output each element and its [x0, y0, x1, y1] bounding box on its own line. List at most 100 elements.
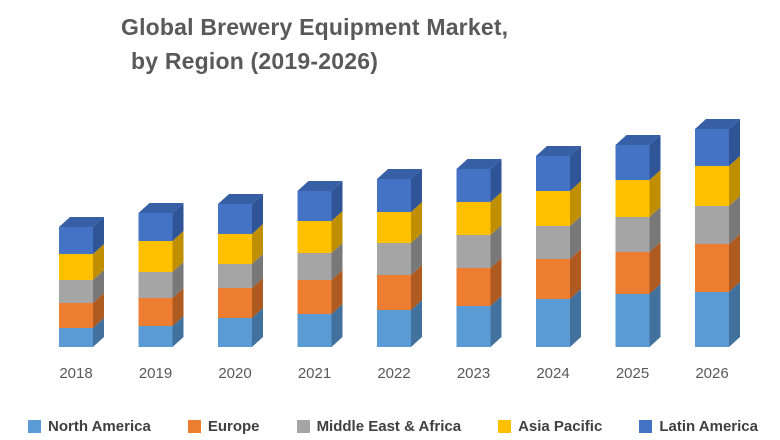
bar-segment-europe — [218, 288, 252, 318]
bar-segment-europe — [695, 244, 729, 292]
bar-segment-side — [93, 318, 104, 347]
bar-segment-north-america — [59, 328, 93, 347]
bar-segment-side — [252, 194, 263, 234]
x-axis-label-2018: 2018 — [59, 365, 93, 382]
legend-label: Europe — [207, 418, 260, 435]
bar-2025 — [615, 135, 661, 347]
bar-segment-side — [93, 270, 104, 303]
bar-segment-latin-america — [695, 129, 729, 166]
legend-marker-icon — [187, 420, 201, 433]
bar-2019 — [138, 203, 184, 347]
bar-2022 — [377, 169, 422, 347]
bar-top-face — [695, 119, 740, 129]
bar-top-face — [218, 194, 263, 204]
legend-marker-icon — [296, 420, 310, 433]
bar-segment-middle-east-africa — [59, 280, 93, 303]
bar-top-face — [456, 159, 502, 169]
bar-top-face — [536, 146, 581, 156]
x-axis-label-2022: 2022 — [377, 365, 411, 382]
bar-top-face — [59, 217, 104, 227]
bar-segment-side — [729, 234, 740, 292]
bar-segment-latin-america — [536, 156, 570, 191]
bar-segment-middle-east-africa — [615, 217, 650, 252]
bar-segment-latin-america — [297, 191, 332, 221]
bar-segment-middle-east-africa — [377, 243, 411, 275]
x-axis-labels: 2018 2019 2020 2021 2022 2023 2024 2025 2026 — [0, 365, 780, 385]
bar-segment-side — [729, 282, 740, 347]
bar-segment-middle-east-africa — [297, 253, 332, 280]
x-axis-label-2024: 2024 — [536, 365, 570, 382]
legend-item-latin-america: Latin America — [639, 418, 758, 435]
bar-segment-side — [411, 202, 422, 243]
bar-segment-side — [490, 296, 502, 347]
bar-segment-side — [331, 304, 343, 347]
bar-segment-asia-pacific — [138, 241, 173, 272]
bar-segment-europe — [377, 275, 411, 310]
legend-marker-icon — [498, 420, 512, 433]
bar-segment-middle-east-africa — [138, 272, 173, 298]
chart-title-line1: Global Brewery Equipment Market, — [121, 14, 509, 40]
legend-label: North America — [48, 418, 151, 435]
bar-segment-asia-pacific — [456, 202, 491, 235]
bar-segment-side — [649, 242, 661, 294]
bar-segment-side — [331, 243, 343, 280]
x-axis-label-2021: 2021 — [297, 365, 332, 382]
bar-segment-side — [411, 233, 422, 275]
bar-segment-europe — [138, 298, 173, 326]
bar-segment-latin-america — [218, 204, 252, 234]
bar-segment-side — [729, 156, 740, 206]
legend-item-europe: Europe — [187, 418, 260, 435]
bar-segment-asia-pacific — [59, 254, 93, 280]
chart-title: Global Brewery Equipment Market, by Regi… — [121, 10, 508, 78]
bar-segment-latin-america — [377, 179, 411, 212]
bar-segment-europe — [59, 303, 93, 328]
bar-segment-side — [331, 211, 343, 253]
bar-segment-north-america — [297, 314, 332, 347]
legend: North America Europe Middle East & Africa A… — [28, 418, 758, 435]
bar-segment-side — [570, 289, 581, 347]
bar-segment-middle-east-africa — [695, 206, 729, 244]
bar-2026 — [695, 119, 740, 347]
bar-segment-side — [729, 119, 740, 166]
legend-marker-icon — [639, 420, 653, 433]
legend-label: Asia Pacific — [518, 418, 603, 435]
x-axis-label-2026: 2026 — [695, 365, 729, 382]
bar-segment-side — [411, 169, 422, 212]
bar-segment-side — [649, 135, 661, 180]
bar-segment-side — [490, 225, 502, 268]
bar-segment-side — [411, 300, 422, 347]
legend-marker-icon — [28, 420, 41, 433]
bar-segment-side — [570, 216, 581, 259]
bar-segment-north-america — [218, 318, 252, 347]
chart-title-line2: by Region (2019-2026) — [131, 48, 379, 74]
bar-segment-asia-pacific — [536, 191, 570, 226]
bar-segment-side — [172, 231, 184, 272]
bar-segment-middle-east-africa — [536, 226, 570, 259]
bar-2018 — [59, 217, 104, 347]
bar-top-face — [297, 181, 343, 191]
bar-segment-side — [172, 316, 184, 347]
bar-segment-asia-pacific — [377, 212, 411, 243]
bar-segment-middle-east-africa — [218, 264, 252, 288]
bar-segment-side — [331, 181, 343, 221]
bar-segment-side — [252, 254, 263, 288]
bar-segment-north-america — [615, 294, 650, 347]
legend-label: Middle East & Africa — [316, 418, 462, 435]
bar-segment-side — [93, 244, 104, 280]
bar-segment-side — [729, 196, 740, 244]
bar-segment-side — [172, 288, 184, 326]
bar-segment-side — [649, 207, 661, 252]
bar-segment-side — [252, 278, 263, 318]
bar-segment-latin-america — [59, 227, 93, 254]
x-axis-label-2025: 2025 — [615, 365, 650, 382]
bar-segment-latin-america — [615, 145, 650, 180]
bar-top-face — [377, 169, 422, 179]
bar-segment-north-america — [456, 306, 491, 347]
bar-segment-europe — [615, 252, 650, 294]
bar-segment-side — [490, 159, 502, 202]
bar-segment-north-america — [138, 326, 173, 347]
bar-segment-middle-east-africa — [456, 235, 491, 268]
legend-item-north-america: North America — [28, 418, 151, 435]
